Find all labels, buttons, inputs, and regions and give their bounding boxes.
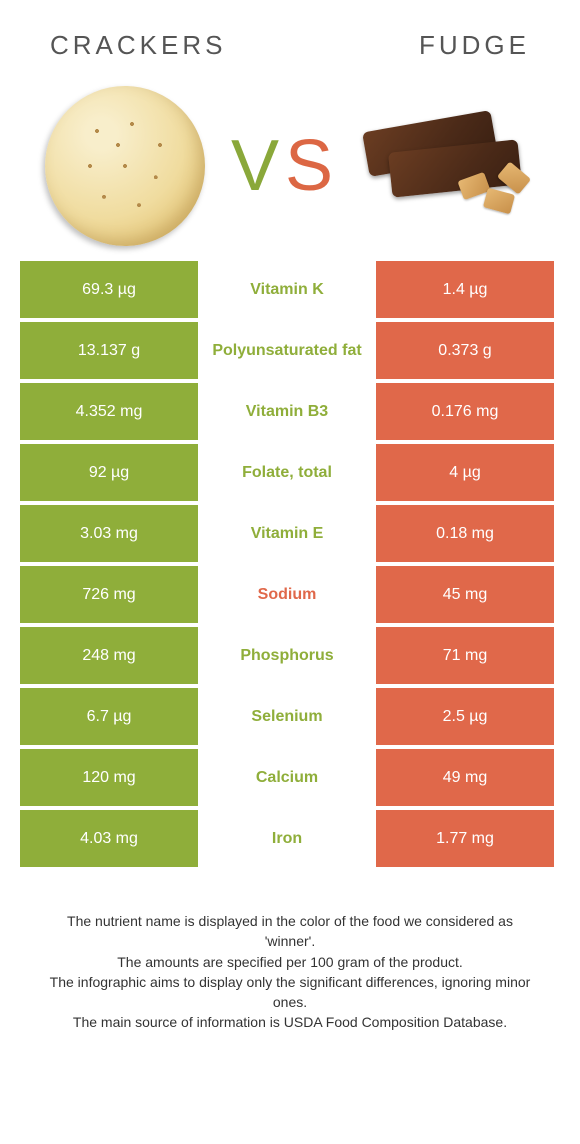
table-row: 726 mgSodium45 mg (20, 566, 560, 623)
nutrient-label: Folate, total (198, 444, 376, 501)
nutrient-label: Iron (198, 810, 376, 867)
right-value: 2.5 µg (376, 688, 554, 745)
right-value: 45 mg (376, 566, 554, 623)
table-row: 13.137 gPolyunsaturated fat0.373 g (20, 322, 560, 379)
table-row: 69.3 µgVitamin K1.4 µg (20, 261, 560, 318)
fudge-image (350, 81, 540, 251)
footer-line: The nutrient name is displayed in the co… (40, 911, 540, 952)
left-value: 726 mg (20, 566, 198, 623)
titles-row: Crackers Fudge (10, 20, 570, 71)
comparison-table: 69.3 µgVitamin K1.4 µg13.137 gPolyunsatu… (10, 261, 570, 867)
right-value: 0.18 mg (376, 505, 554, 562)
footer-notes: The nutrient name is displayed in the co… (10, 871, 570, 1033)
footer-line: The amounts are specified per 100 gram o… (40, 952, 540, 972)
left-value: 248 mg (20, 627, 198, 684)
table-row: 248 mgPhosphorus71 mg (20, 627, 560, 684)
right-value: 71 mg (376, 627, 554, 684)
table-row: 4.352 mgVitamin B30.176 mg (20, 383, 560, 440)
table-row: 4.03 mgIron1.77 mg (20, 810, 560, 867)
right-food-title: Fudge (419, 30, 530, 61)
table-row: 120 mgCalcium49 mg (20, 749, 560, 806)
nutrient-label: Selenium (198, 688, 376, 745)
left-value: 4.352 mg (20, 383, 198, 440)
hero-row: VS (10, 71, 570, 261)
left-value: 3.03 mg (20, 505, 198, 562)
table-row: 3.03 mgVitamin E0.18 mg (20, 505, 560, 562)
crackers-image (30, 81, 220, 251)
right-value: 4 µg (376, 444, 554, 501)
right-value: 1.77 mg (376, 810, 554, 867)
footer-line: The main source of information is USDA F… (40, 1012, 540, 1032)
right-value: 49 mg (376, 749, 554, 806)
left-food-title: Crackers (50, 30, 226, 61)
nutrient-label: Polyunsaturated fat (198, 322, 376, 379)
vs-s: S (285, 126, 339, 206)
nutrient-label: Vitamin K (198, 261, 376, 318)
footer-line: The infographic aims to display only the… (40, 972, 540, 1013)
left-value: 92 µg (20, 444, 198, 501)
left-value: 6.7 µg (20, 688, 198, 745)
right-value: 0.373 g (376, 322, 554, 379)
left-value: 69.3 µg (20, 261, 198, 318)
nutrient-label: Calcium (198, 749, 376, 806)
nutrient-label: Vitamin E (198, 505, 376, 562)
vs-v: V (231, 126, 285, 206)
table-row: 6.7 µgSelenium2.5 µg (20, 688, 560, 745)
nutrient-label: Sodium (198, 566, 376, 623)
table-row: 92 µgFolate, total4 µg (20, 444, 560, 501)
vs-label: VS (231, 125, 339, 207)
left-value: 13.137 g (20, 322, 198, 379)
left-value: 120 mg (20, 749, 198, 806)
left-value: 4.03 mg (20, 810, 198, 867)
nutrient-label: Vitamin B3 (198, 383, 376, 440)
right-value: 1.4 µg (376, 261, 554, 318)
nutrient-label: Phosphorus (198, 627, 376, 684)
right-value: 0.176 mg (376, 383, 554, 440)
